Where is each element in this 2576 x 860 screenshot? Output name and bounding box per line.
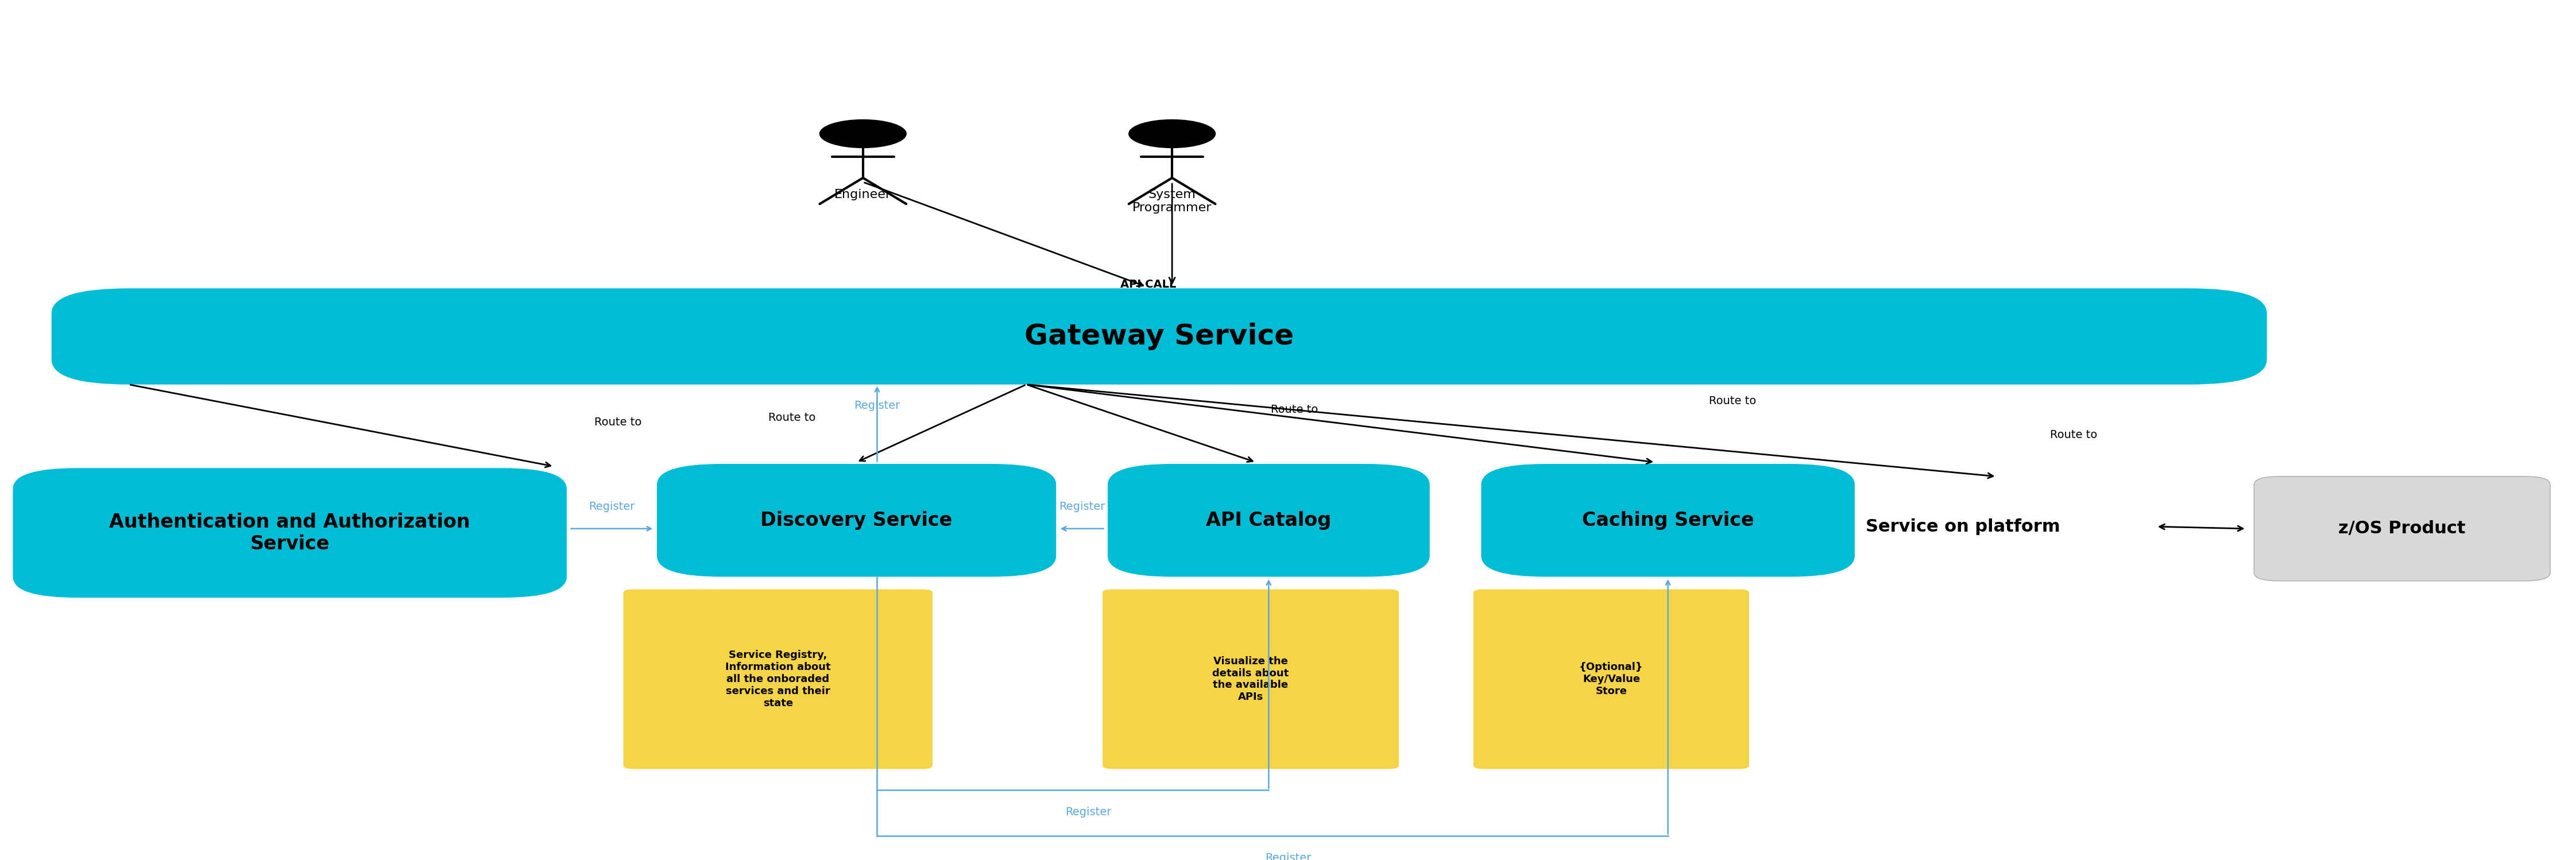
Text: Gateway Service: Gateway Service (1025, 322, 1293, 350)
Text: Register: Register (855, 400, 899, 411)
FancyBboxPatch shape (1473, 589, 1749, 769)
Text: {Optional}
Key/Value
Store: {Optional} Key/Value Store (1579, 662, 1643, 697)
Text: Route to: Route to (1708, 396, 1757, 407)
Text: System
Programmer: System Programmer (1133, 189, 1211, 213)
FancyBboxPatch shape (623, 589, 933, 769)
FancyBboxPatch shape (2254, 476, 2550, 580)
FancyBboxPatch shape (52, 288, 2267, 384)
FancyBboxPatch shape (657, 464, 1056, 577)
Text: API Catalog: API Catalog (1206, 511, 1332, 530)
Text: Service Registry,
Information about
all the onboraded
services and their
state: Service Registry, Information about all … (726, 650, 829, 708)
Circle shape (819, 120, 907, 148)
FancyBboxPatch shape (1103, 589, 1399, 769)
Text: Caching Service: Caching Service (1582, 511, 1754, 530)
Text: API CALL: API CALL (1121, 279, 1177, 290)
Text: Route to: Route to (2050, 429, 2097, 440)
Text: z/OS Product: z/OS Product (2339, 520, 2465, 537)
Text: Service on platform: Service on platform (1865, 519, 2061, 535)
Text: Route to: Route to (1270, 404, 1319, 415)
Text: Discovery Service: Discovery Service (760, 511, 953, 530)
Text: Visualize the
details about
the available
APIs: Visualize the details about the availabl… (1213, 656, 1288, 703)
Text: Register: Register (1265, 852, 1311, 860)
Text: Authentication and Authorization
Service: Authentication and Authorization Service (108, 513, 471, 553)
Text: Route to: Route to (595, 416, 641, 427)
FancyBboxPatch shape (13, 468, 567, 598)
Text: Register: Register (590, 501, 634, 512)
Text: Register: Register (1066, 807, 1110, 818)
FancyBboxPatch shape (1108, 464, 1430, 577)
Text: Engineer: Engineer (835, 189, 891, 200)
FancyBboxPatch shape (1481, 464, 1855, 577)
Text: Route to: Route to (768, 413, 817, 423)
Circle shape (1128, 120, 1216, 148)
Text: Register: Register (1059, 501, 1105, 512)
